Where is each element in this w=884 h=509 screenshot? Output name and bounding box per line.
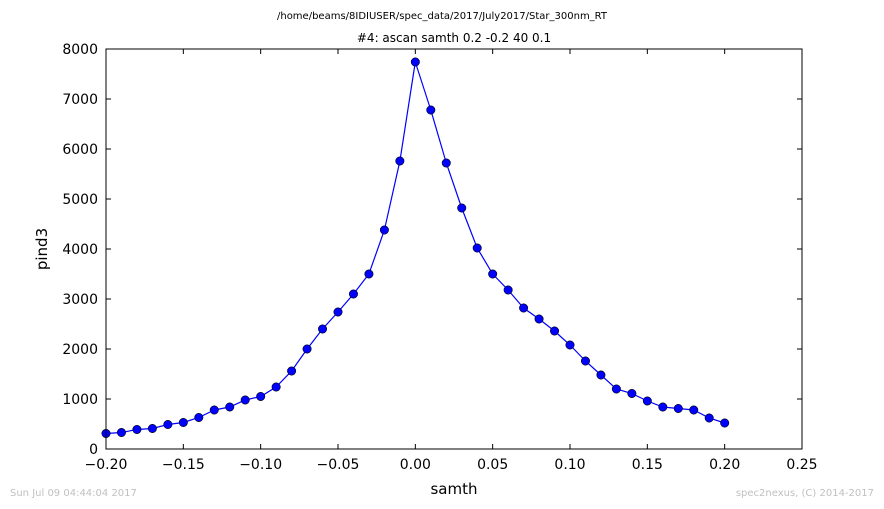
data-point bbox=[256, 391, 266, 401]
data-point bbox=[379, 225, 389, 235]
x-tick-label: −0.05 bbox=[317, 457, 360, 473]
series-layer bbox=[101, 57, 730, 438]
footer-timestamp: Sun Jul 09 04:44:04 2017 bbox=[10, 488, 137, 499]
data-point bbox=[348, 289, 358, 299]
x-axis-label: samth bbox=[430, 480, 477, 498]
data-point bbox=[426, 105, 436, 115]
data-point bbox=[441, 158, 451, 168]
data-point bbox=[302, 344, 312, 354]
data-point bbox=[503, 285, 513, 295]
data-point bbox=[519, 303, 529, 313]
x-tick-label: −0.20 bbox=[85, 457, 128, 473]
x-tick-label: −0.10 bbox=[239, 457, 282, 473]
y-tick-label: 2000 bbox=[62, 342, 98, 358]
y-tick-label: 7000 bbox=[62, 92, 98, 108]
data-point bbox=[147, 423, 157, 433]
x-tick-label: 0.15 bbox=[632, 457, 663, 473]
data-point bbox=[240, 395, 250, 405]
chart-supertitle: /home/beams/8IDIUSER/spec_data/2017/July… bbox=[277, 11, 608, 22]
chart-title: #4: ascan samth 0.2 -0.2 40 0.1 bbox=[357, 31, 551, 45]
data-point bbox=[596, 370, 606, 380]
x-tick-label: 0.10 bbox=[554, 457, 585, 473]
data-point bbox=[116, 427, 126, 437]
data-point bbox=[194, 412, 204, 422]
data-point bbox=[472, 243, 482, 253]
data-point bbox=[395, 156, 405, 166]
x-tick-label: 0.05 bbox=[477, 457, 508, 473]
data-point bbox=[658, 402, 668, 412]
x-tick-label: 0.20 bbox=[709, 457, 740, 473]
data-point bbox=[209, 405, 219, 415]
data-point bbox=[580, 356, 590, 366]
data-point bbox=[333, 307, 343, 317]
data-point bbox=[704, 413, 714, 423]
data-point bbox=[550, 326, 560, 336]
footer-credit: spec2nexus, (C) 2014-2017 bbox=[735, 488, 874, 499]
y-tick-label: 3000 bbox=[62, 292, 98, 308]
data-point bbox=[565, 340, 575, 350]
data-point bbox=[163, 419, 173, 429]
data-point bbox=[689, 405, 699, 415]
series-line bbox=[105, 61, 725, 435]
data-point bbox=[225, 402, 235, 412]
data-point bbox=[534, 314, 544, 324]
y-axis-label: pind3 bbox=[33, 228, 51, 270]
y-tick-label: 5000 bbox=[62, 192, 98, 208]
x-tick-label: 0.25 bbox=[786, 457, 817, 473]
data-point bbox=[457, 203, 467, 213]
data-point bbox=[318, 324, 328, 334]
data-point bbox=[132, 424, 142, 434]
y-tick-label: 1000 bbox=[62, 392, 98, 408]
data-point bbox=[178, 417, 188, 427]
data-point bbox=[410, 57, 420, 67]
y-tick-label: 6000 bbox=[62, 142, 98, 158]
data-point bbox=[287, 366, 297, 376]
data-point bbox=[627, 388, 637, 398]
x-tick-label: −0.15 bbox=[162, 457, 205, 473]
ticks-layer: −0.20 −0.15 −0.10 −0.05 0.00 0.05 0.10 0.15 0.20… bbox=[62, 42, 817, 473]
data-point bbox=[364, 269, 374, 279]
plot-frame bbox=[105, 48, 803, 450]
data-point bbox=[611, 384, 621, 394]
y-tick-label: 4000 bbox=[62, 242, 98, 258]
data-point bbox=[271, 382, 281, 392]
y-tick-label: 8000 bbox=[62, 42, 98, 58]
data-point bbox=[720, 418, 730, 428]
x-tick-label: 0.00 bbox=[400, 457, 431, 473]
data-point bbox=[488, 269, 498, 279]
data-point bbox=[642, 396, 652, 406]
data-point bbox=[673, 403, 683, 413]
y-tick-label: 0 bbox=[89, 442, 98, 458]
